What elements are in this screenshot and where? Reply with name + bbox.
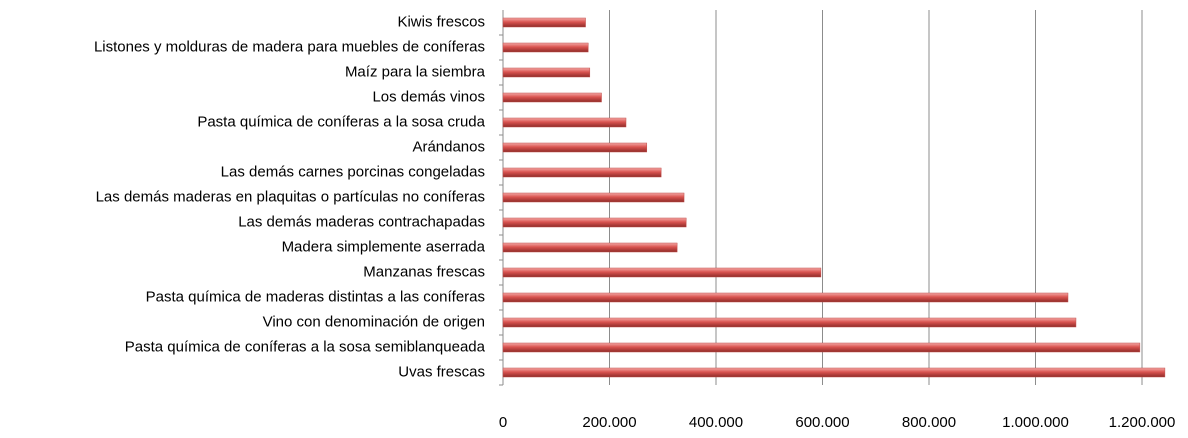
y-tick-label: Kiwis frescos	[397, 13, 485, 30]
y-tick-label: Pasta química de maderas distintas a las…	[146, 288, 485, 305]
y-tick-label: Listones y molduras de madera para muebl…	[94, 38, 485, 55]
bar	[502, 17, 586, 28]
x-tick-label: 1.000.000	[1002, 414, 1069, 431]
y-tick-label: Las demás maderas contrachapadas	[238, 213, 485, 230]
bar	[502, 142, 648, 153]
y-tick-label: Pasta química de coníferas a la sosa cru…	[197, 113, 485, 130]
bar	[502, 42, 589, 53]
y-tick-label: Manzanas frescas	[363, 263, 485, 280]
bar	[502, 317, 1077, 328]
bar	[502, 92, 602, 103]
x-tick-label: 600.000	[795, 414, 849, 431]
y-tick-label: Los demás vinos	[372, 88, 485, 105]
bar	[502, 267, 822, 278]
bar	[502, 167, 662, 178]
bar	[502, 342, 1141, 353]
x-tick-label: 1.200.000	[1109, 414, 1176, 431]
bar	[502, 67, 591, 78]
y-tick-label: Madera simplemente aserrada	[282, 238, 486, 255]
bar	[502, 292, 1069, 303]
bar	[502, 117, 627, 128]
x-tick-label: 0	[499, 414, 507, 431]
bar	[502, 367, 1166, 378]
x-tick-label: 400.000	[689, 414, 743, 431]
x-tick-label: 800.000	[902, 414, 956, 431]
y-tick-label: Vino con denominación de origen	[263, 313, 485, 330]
y-tick-label: Arándanos	[412, 138, 485, 155]
y-tick-label: Uvas frescas	[398, 363, 485, 380]
x-tick-label: 200.000	[582, 414, 636, 431]
y-tick-label: Pasta química de coníferas a la sosa sem…	[125, 338, 486, 355]
bar	[502, 192, 685, 203]
bar	[502, 242, 678, 253]
y-tick-label: Maíz para la siembra	[345, 63, 486, 80]
y-tick-label: Las demás carnes porcinas congeladas	[221, 163, 485, 180]
bar	[502, 217, 687, 228]
y-tick-label: Las demás maderas en plaquitas o partícu…	[96, 188, 485, 205]
